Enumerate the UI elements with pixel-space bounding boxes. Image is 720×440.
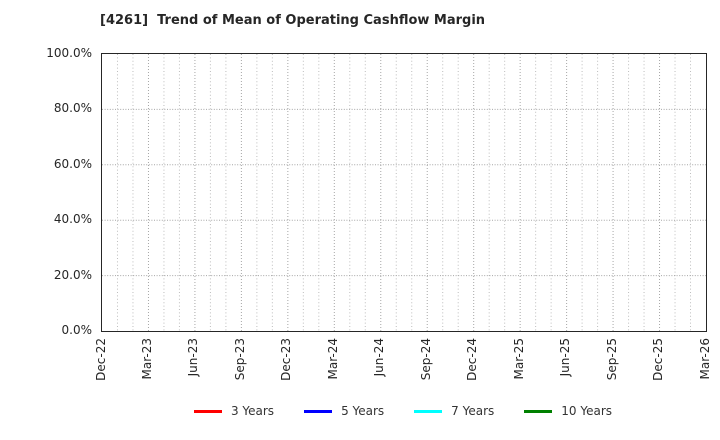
x-tick-label: Jun-25 [558, 338, 573, 377]
x-tick-label: Jun-23 [186, 338, 201, 377]
y-tick-label: 100.0% [46, 46, 92, 60]
y-tick-label: 60.0% [53, 156, 92, 171]
legend-label: 3 Years [230, 404, 275, 418]
legend-label: 5 Years [341, 404, 385, 418]
x-tick-label: Sep-24 [418, 338, 433, 381]
legend: 3 Years 5 Years 7 Years 10 Years [101, 404, 705, 418]
legend-label: 10 Years [561, 404, 613, 418]
y-tick-label: 40.0% [53, 212, 92, 227]
y-tick-label: 80.0% [53, 101, 92, 116]
legend-line-swatch [304, 409, 333, 413]
legend-item: 5 Years [304, 404, 384, 418]
x-tick-label: Mar-23 [139, 338, 154, 380]
plot-area [101, 53, 707, 332]
legend-line-swatch [193, 409, 222, 413]
x-tick-label: Sep-25 [604, 338, 619, 381]
y-tick-label: 20.0% [53, 267, 92, 282]
chart-title: [4261] Trend of Mean of Operating Cashfl… [100, 13, 486, 28]
x-tick-label: Mar-25 [511, 338, 526, 380]
x-tick-label: Sep-23 [232, 338, 247, 381]
x-tick-label: Mar-26 [697, 338, 712, 380]
legend-line-swatch [524, 409, 553, 413]
x-tick-label: Dec-22 [93, 338, 108, 381]
x-tick-label: Jun-24 [372, 338, 387, 377]
legend-item: 7 Years [414, 404, 494, 418]
x-tick-label: Dec-25 [651, 338, 666, 381]
x-tick-label: Dec-23 [279, 338, 294, 381]
legend-line-swatch [414, 409, 443, 413]
x-tick-label: Mar-24 [325, 338, 340, 380]
legend-item: 3 Years [193, 404, 275, 418]
x-tick-label: Dec-24 [465, 338, 480, 381]
y-tick-label: 0.0% [61, 323, 93, 337]
legend-label: 7 Years [451, 404, 495, 418]
legend-item: 10 Years [524, 404, 612, 418]
grid-lines [102, 54, 706, 331]
